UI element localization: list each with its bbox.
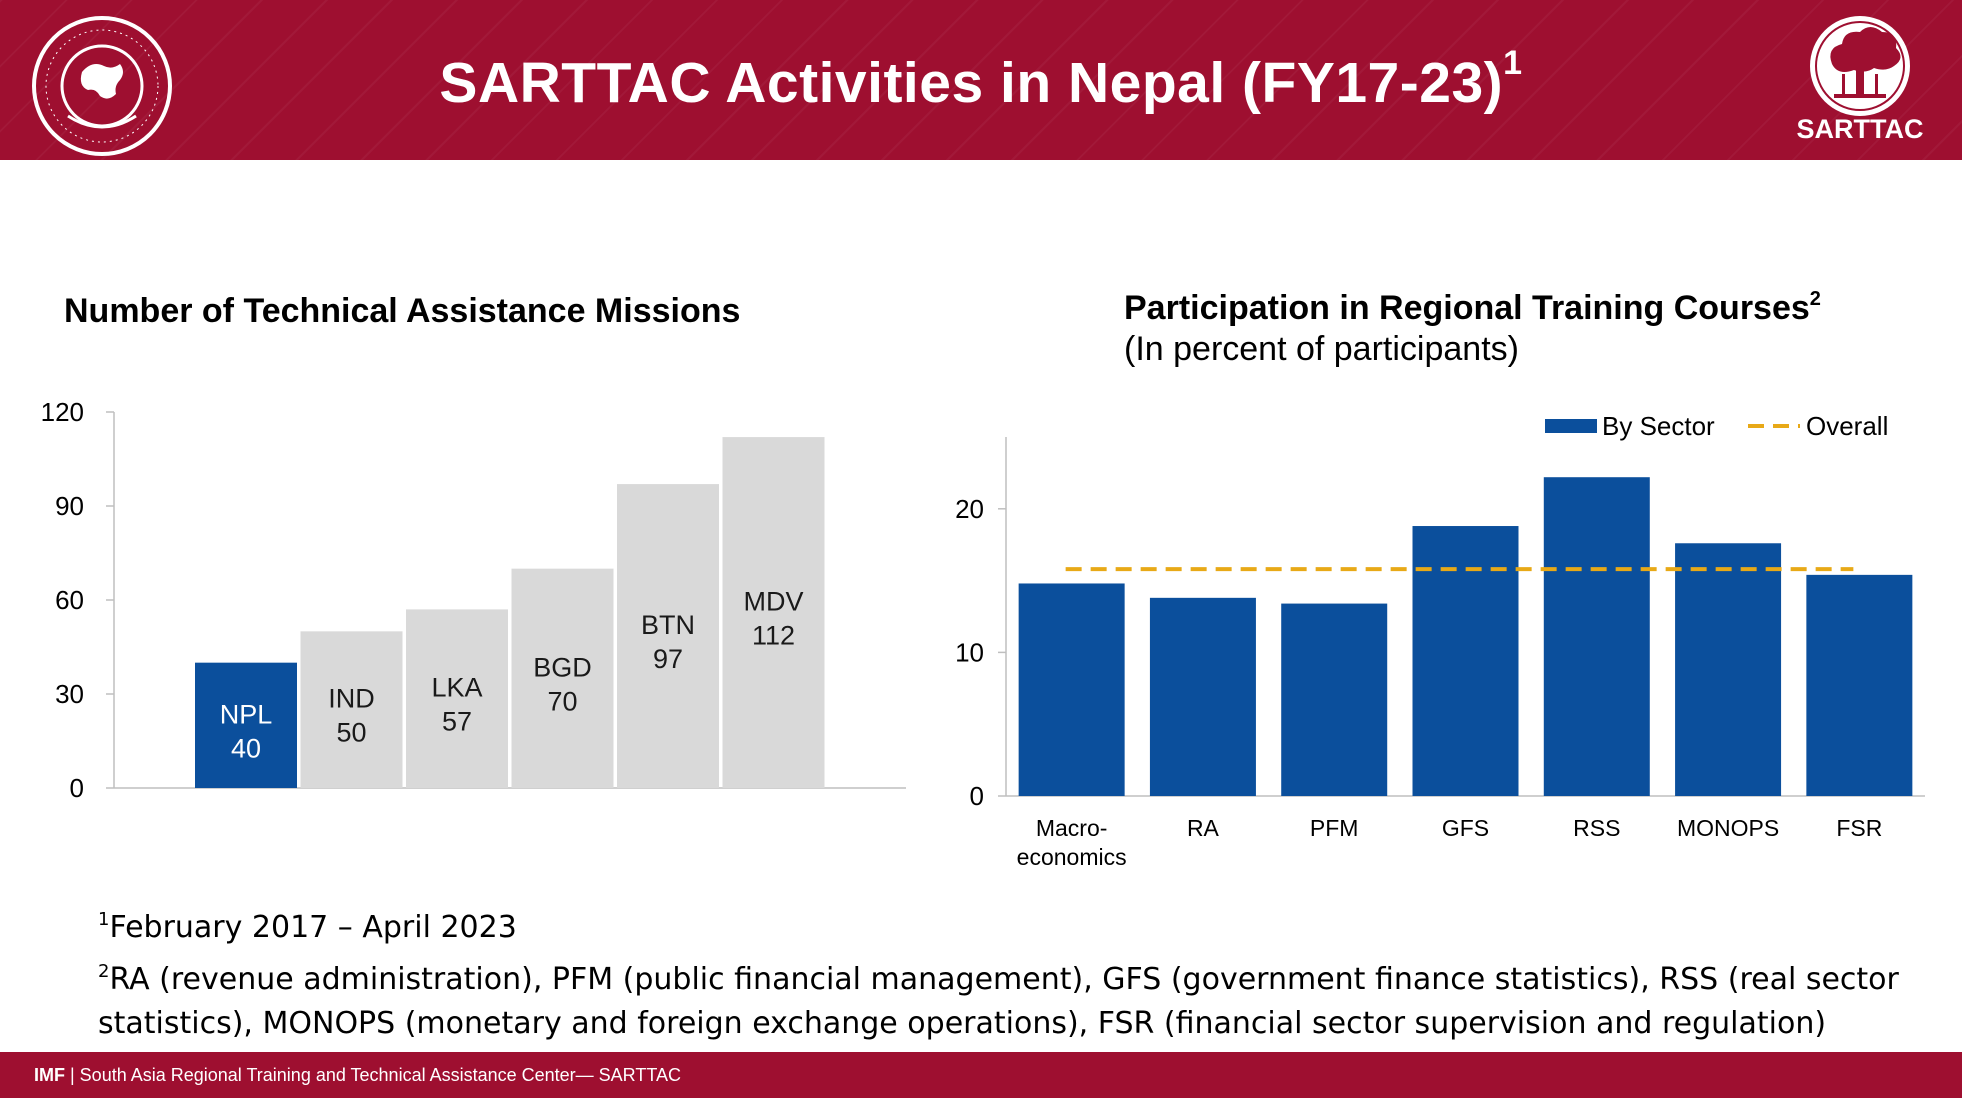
header-banner: SARTTAC Activities in Nepal (FY17-23)1 S… [0,0,1962,160]
sarttac-logo-text: SARTTAC [1796,114,1924,144]
bar-value-label: 97 [653,644,683,674]
bar-lka [406,609,508,788]
x-tick-label: RA [1187,815,1220,841]
bar-value-label: 40 [231,733,261,763]
training-participation-chart: 0 10 20 Macro-economics RA PFM GFS RSS MONOPS FSR… [955,411,1925,870]
footnote-1: 1February 2017 – April 2023 [98,909,517,945]
footnote-2: 2RA (revenue administration), PFM (publi… [98,961,1899,1041]
y-tick-label: 20 [955,494,984,524]
imf-seal-logo [32,16,172,156]
bar-category-label: IND [328,684,375,714]
page-title: SARTTAC Activities in Nepal (FY17-23)1 [439,44,1523,115]
y-tick-label: 0 [70,773,84,803]
chart1-title: Number of Technical Assistance Missions [64,292,741,330]
footer-text: IMF | South Asia Regional Training and T… [34,1065,681,1085]
bar-ra [1149,597,1256,796]
bar-monops [1675,543,1782,796]
bar-rss [1543,477,1650,796]
x-tick-label: RSS [1573,815,1620,841]
chart2-title: Participation in Regional Training Cours… [1124,288,1821,327]
legend-swatch-by-sector [1545,419,1597,433]
y-tick-label: 60 [55,585,84,615]
bar-fsr [1806,574,1913,796]
y-tick-label: 120 [41,397,84,427]
x-tick-label: PFM [1310,815,1359,841]
chart2-subtitle: (In percent of participants) [1124,330,1519,368]
bar-category-label: MDV [744,587,804,617]
x-tick-label: economics [1017,844,1127,870]
y-tick-label: 0 [970,781,984,811]
bar-mdv [722,437,825,788]
footer-bar: IMF | South Asia Regional Training and T… [0,1052,1962,1098]
x-tick-label: FSR [1836,815,1882,841]
x-tick-label: GFS [1442,815,1489,841]
bar-category-label: BGD [533,652,592,682]
bar-macroeconomics [1018,583,1125,796]
x-tick-label: MONOPS [1677,815,1779,841]
x-tick-label: Macro- [1036,815,1108,841]
bar-pfm [1281,603,1388,796]
sarttac-tree-logo [1810,16,1910,116]
bar-bgd [511,568,614,788]
bar-npl [195,662,297,788]
ta-missions-chart: 0 30 60 90 120 NPL 40 IND 50 LKA 57 BGD 70 BTN 97 MDV 11… [41,397,906,803]
bar-btn [617,484,719,788]
y-tick-label: 30 [55,679,84,709]
legend-label-overall: Overall [1806,411,1888,441]
legend-label-by-sector: By Sector [1602,411,1715,441]
bar-value-label: 57 [442,707,472,737]
bar-category-label: NPL [220,699,273,729]
bar-category-label: LKA [431,673,482,703]
bar-value-label: 112 [752,621,795,651]
bar-ind [300,631,403,788]
bar-value-label: 70 [547,686,577,716]
y-tick-label: 90 [55,491,84,521]
bar-value-label: 50 [336,718,366,748]
y-tick-label: 10 [955,637,984,667]
bar-category-label: BTN [641,610,695,640]
bar-gfs [1412,526,1519,796]
footnotes: 1February 2017 – April 2023 2RA (revenue… [98,898,1938,1046]
